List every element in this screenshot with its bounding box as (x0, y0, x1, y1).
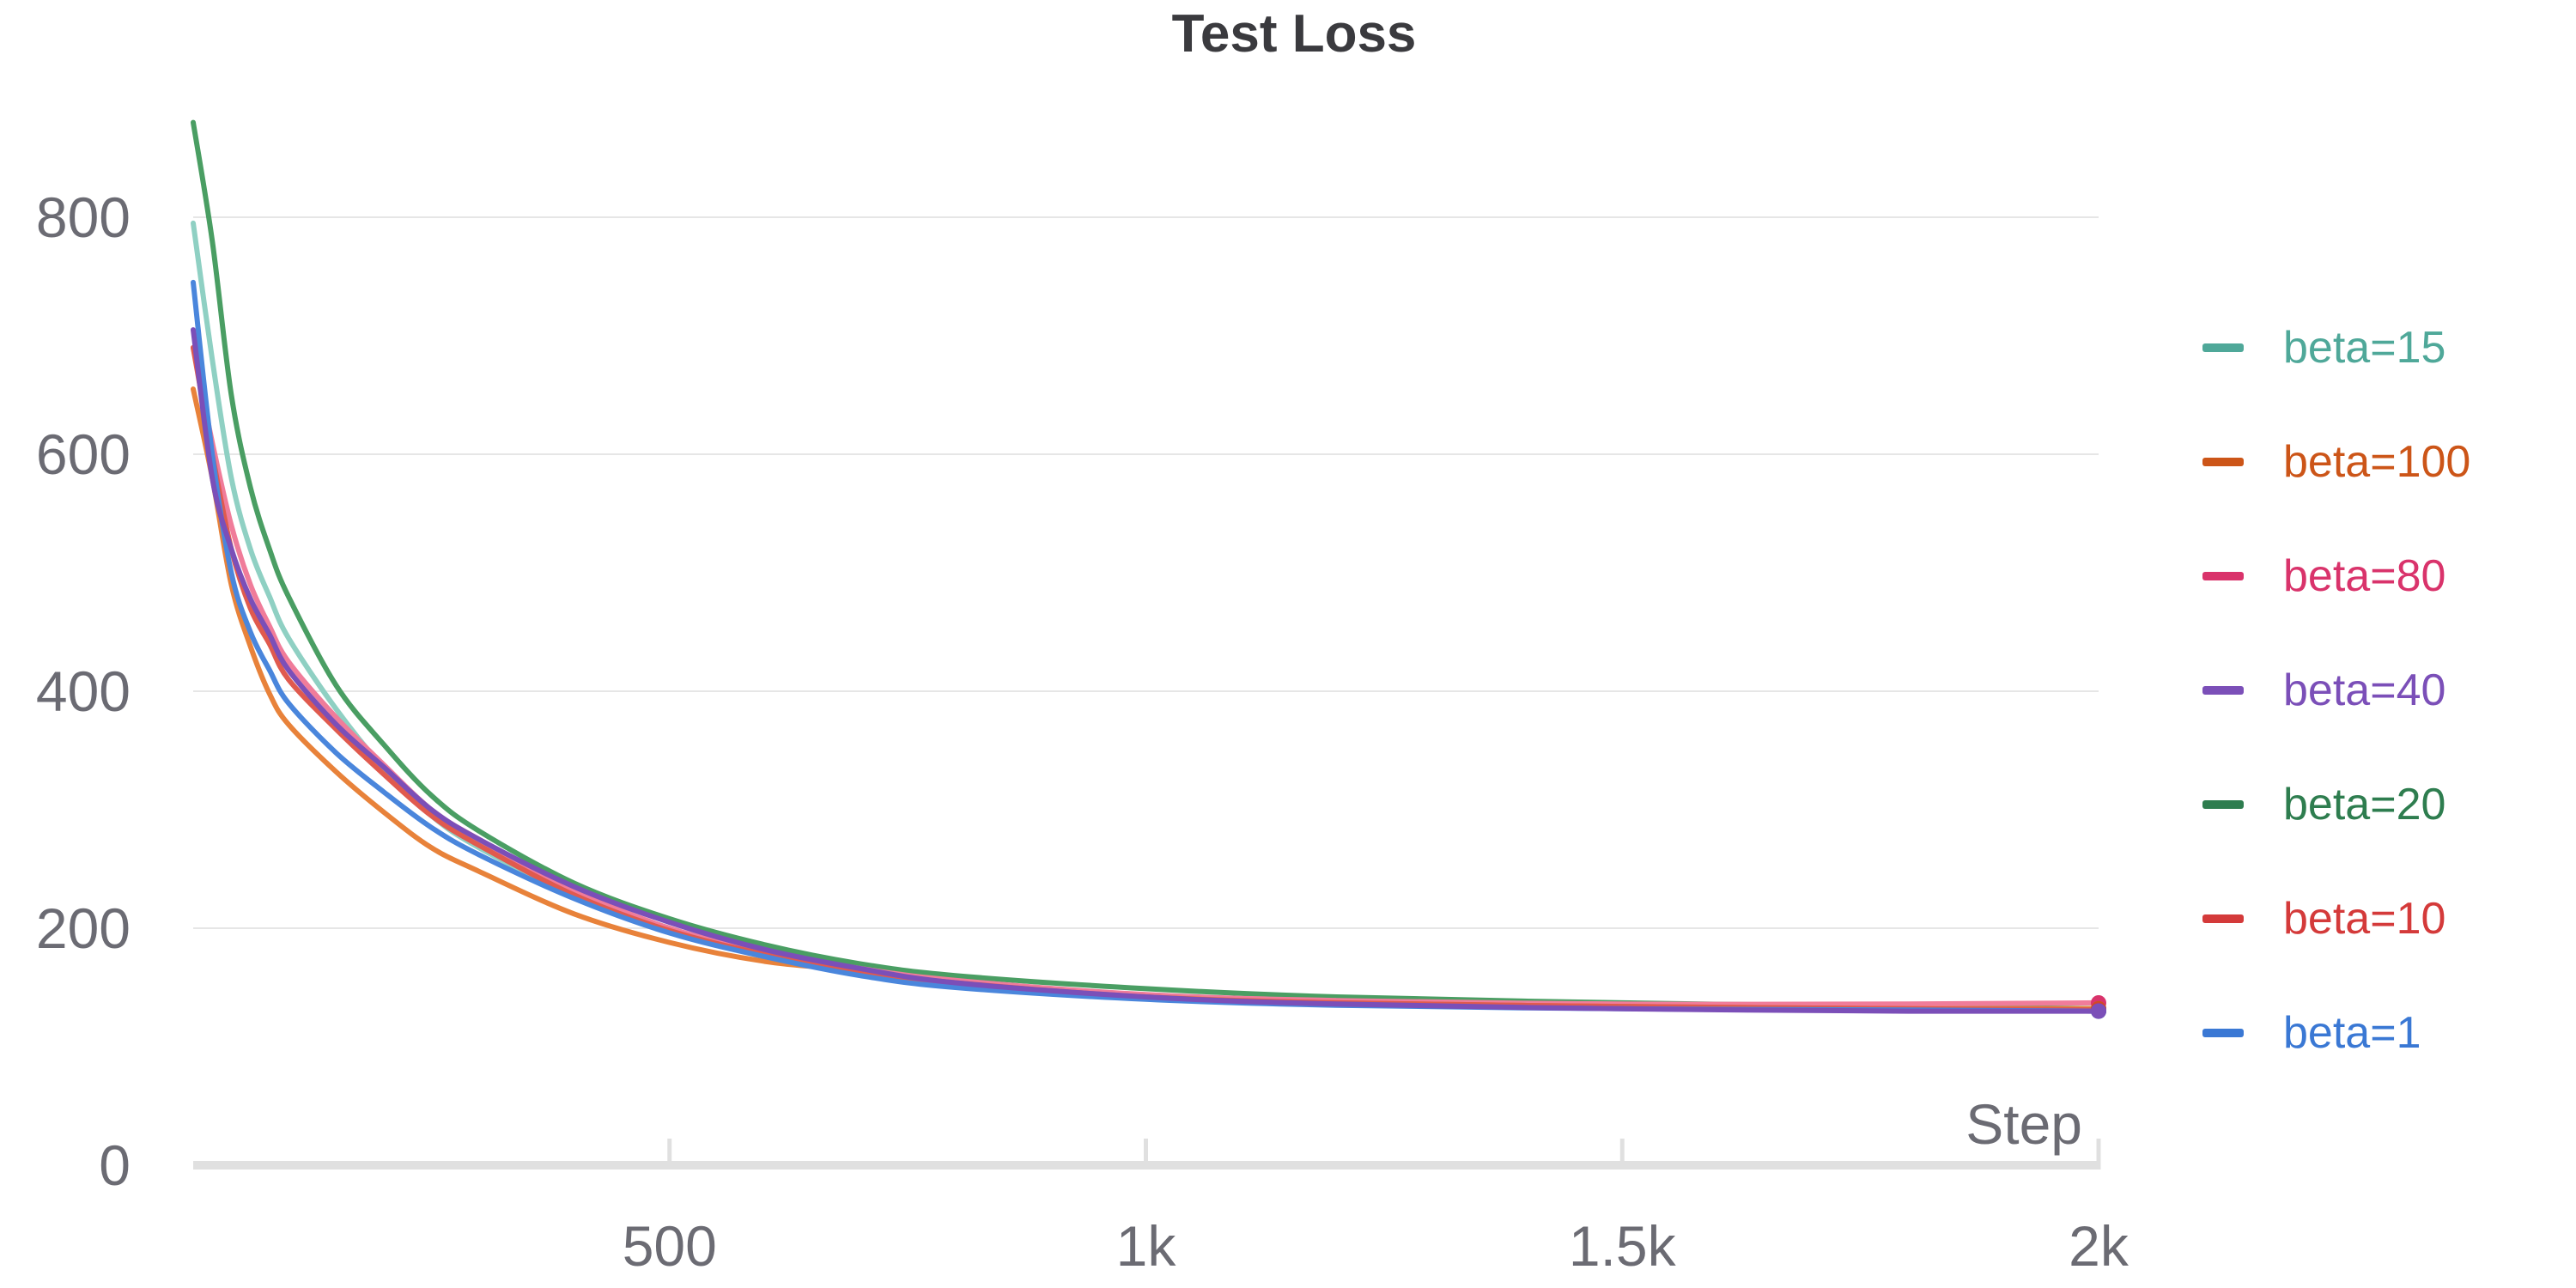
legend: beta=15 beta=100 beta=80 beta=40 beta=20 beta… (2202, 319, 2563, 1119)
y-tick-label: 600 (36, 422, 131, 486)
series-line-beta-10 (191, 344, 2101, 1013)
legend-item-beta-10[interactable]: beta=10 (2202, 890, 2563, 1005)
legend-label: beta=100 (2283, 437, 2471, 487)
series-line-beta-15 (191, 220, 2101, 1014)
x-tick-label: 1k (1116, 1214, 1177, 1278)
series-lines (191, 119, 2101, 1014)
series-endpoint-beta-40 (2091, 1003, 2106, 1019)
legend-item-beta-20[interactable]: beta=20 (2202, 776, 2563, 890)
x-tick-label: 2k (2069, 1214, 2129, 1278)
chart-title: Test Loss (1171, 4, 1417, 64)
legend-label: beta=20 (2283, 780, 2446, 829)
series-endpoints (2091, 994, 2106, 1019)
y-tick-label: 200 (36, 896, 131, 960)
legend-item-beta-80[interactable]: beta=80 (2202, 548, 2563, 662)
legend-item-beta-100[interactable]: beta=100 (2202, 434, 2563, 548)
x-axis-label: Step (1965, 1092, 2082, 1156)
legend-swatch (2202, 572, 2244, 580)
series-line-beta-40 (191, 327, 2101, 1014)
x-axis-ticks: 500 1k 1.5k 2k (623, 1139, 2129, 1278)
legend-swatch (2202, 1029, 2244, 1037)
legend-label: beta=80 (2283, 551, 2446, 601)
series-line-beta-80 (191, 344, 2101, 1007)
legend-label: beta=15 (2283, 323, 2446, 373)
y-tick-label: 0 (99, 1133, 131, 1197)
legend-label: beta=40 (2283, 665, 2446, 715)
series-line-beta-1 (191, 279, 2101, 1014)
y-tick-label: 400 (36, 659, 131, 723)
x-tick-label: 500 (623, 1214, 717, 1278)
legend-swatch (2202, 800, 2244, 809)
legend-swatch (2202, 686, 2244, 695)
legend-item-beta-40[interactable]: beta=40 (2202, 662, 2563, 776)
series-line-beta-100 (191, 386, 2101, 1012)
legend-item-beta-15[interactable]: beta=15 (2202, 319, 2563, 434)
x-tick-label: 1.5k (1569, 1214, 1677, 1278)
grid-lines (193, 216, 2099, 929)
series-line-beta-20 (191, 119, 2101, 1012)
legend-swatch (2202, 914, 2244, 923)
y-axis-ticks: 0 200 400 600 800 (36, 185, 131, 1197)
legend-item-beta-1[interactable]: beta=1 (2202, 1005, 2563, 1119)
legend-label: beta=1 (2283, 1008, 2421, 1058)
legend-swatch (2202, 458, 2244, 466)
legend-swatch (2202, 343, 2244, 352)
y-tick-label: 800 (36, 185, 131, 249)
legend-label: beta=10 (2283, 894, 2446, 944)
